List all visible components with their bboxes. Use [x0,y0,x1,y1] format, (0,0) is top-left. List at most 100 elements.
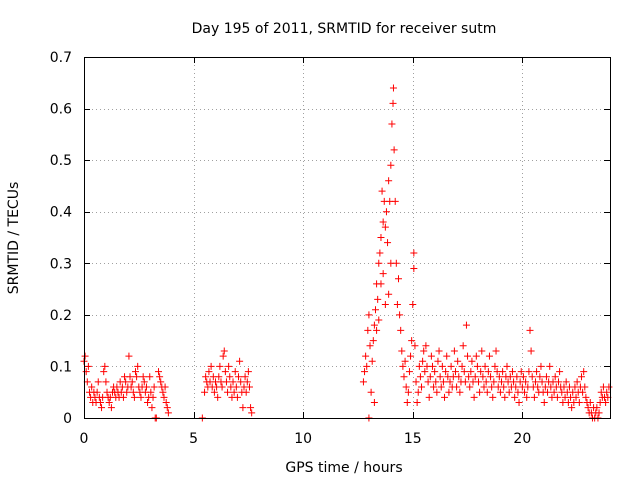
data-point [379,270,387,278]
data-point [144,399,152,407]
data-point [248,409,256,417]
y-tick-label: 0.4 [50,205,72,221]
data-point [245,383,253,391]
data-point [435,347,443,355]
data-point [572,393,580,401]
data-point [374,295,382,303]
data-point [553,393,561,401]
data-point [466,383,474,391]
data-point [428,362,436,370]
data-point [155,368,163,376]
data-point [445,388,453,396]
data-point [487,373,495,381]
data-point [126,373,134,381]
data-point [389,99,397,107]
data-point [219,352,227,360]
data-point [454,357,462,365]
data-point [235,373,243,381]
data-point [247,404,255,412]
data-point [388,120,396,128]
data-point [159,388,167,396]
data-point [453,383,461,391]
data-point [481,362,489,370]
data-point [513,373,521,381]
data-point [431,368,439,376]
data-point [522,378,530,386]
data-point [218,383,226,391]
data-point [458,362,466,370]
data-point [503,362,511,370]
data-point [359,378,367,386]
data-point [395,275,403,283]
data-point [149,393,157,401]
plot-frame [84,57,611,419]
data-point [410,264,418,272]
data-point [506,373,514,381]
data-point [381,301,389,309]
data-point [484,368,492,376]
data-point [495,373,503,381]
data-point [361,368,369,376]
data-point [375,316,383,324]
data-point [221,368,229,376]
data-point [207,362,215,370]
data-point [517,368,525,376]
data-point [377,280,385,288]
data-point [399,362,407,370]
data-point [163,404,171,412]
data-point [438,362,446,370]
data-point [243,378,251,386]
data-point [385,177,393,185]
data-point [412,378,420,386]
data-point [424,378,432,386]
data-point [437,383,445,391]
data-point [225,362,233,370]
data-point [525,368,533,376]
data-point [365,311,373,319]
data-point [385,290,393,298]
data-point [94,378,102,386]
data-point [362,352,370,360]
data-point [465,373,473,381]
data-point [515,399,523,407]
data-point [473,362,481,370]
data-point [93,388,101,396]
data-point [128,378,136,386]
data-point [491,362,499,370]
data-point [370,321,378,329]
data-point [492,347,500,355]
data-point [546,362,554,370]
data-point [420,347,428,355]
data-point [511,393,519,401]
data-point [478,347,486,355]
data-point [129,388,137,396]
data-point [462,321,470,329]
data-point [419,357,427,365]
data-point [578,373,586,381]
data-point [82,368,90,376]
data-point [450,347,458,355]
data-point [239,404,247,412]
data-point [528,373,536,381]
data-point [119,393,127,401]
data-point [508,368,516,376]
x-tick-label: 10 [294,431,312,447]
data-point [422,342,430,350]
data-point [162,399,170,407]
data-point [409,301,417,309]
data-point [414,388,422,396]
data-point [425,393,433,401]
data-point [434,357,442,365]
data-point [430,383,438,391]
data-point [488,383,496,391]
data-point [202,373,210,381]
data-point [416,373,424,381]
data-point [432,378,440,386]
data-point [426,373,434,381]
data-point [146,373,154,381]
data-point [215,373,223,381]
data-point [464,352,472,360]
data-point [370,399,378,407]
data-point [410,249,418,257]
data-point [581,383,589,391]
